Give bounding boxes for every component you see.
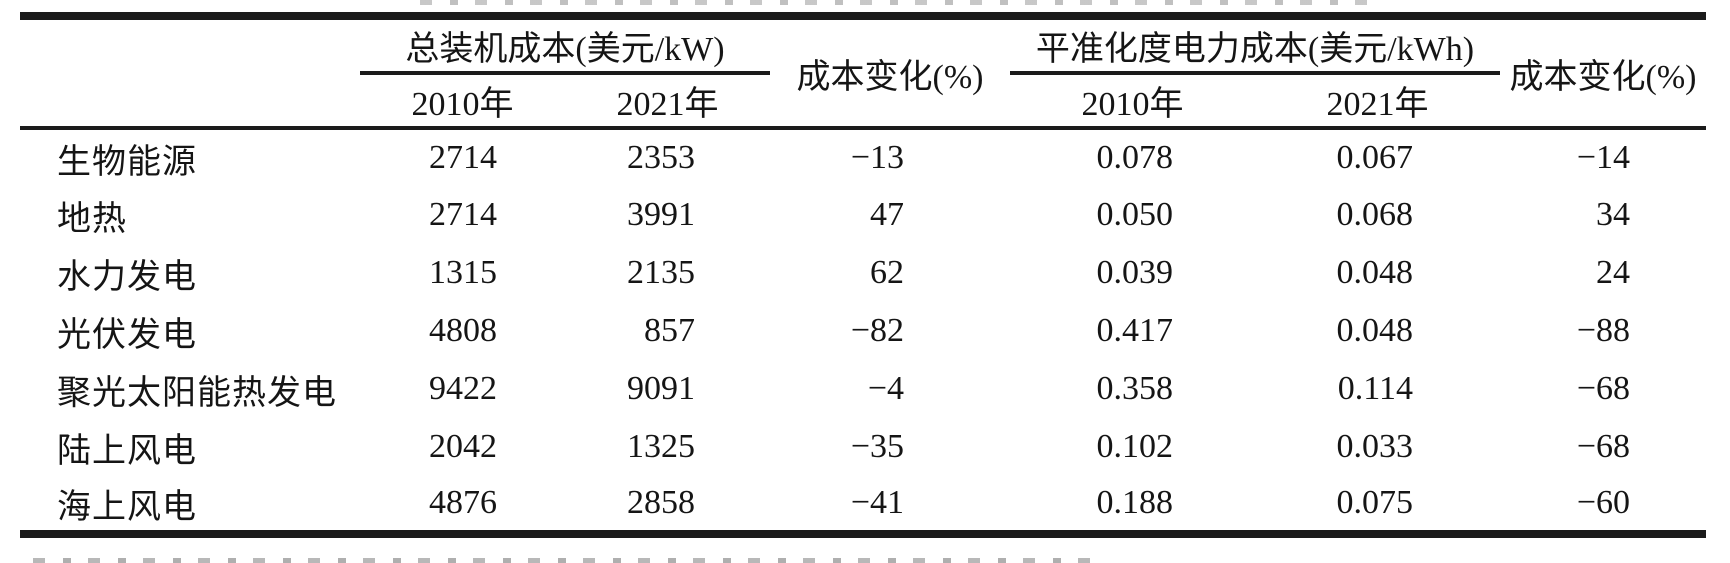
header-group-row: 总装机成本(美元/kW) 成本变化(%) 平准化度电力成本(美元/kWh) 成本…	[20, 16, 1706, 130]
cell-lcoe-2021: 0.075	[1336, 484, 1414, 521]
cell-install-change: −41	[850, 484, 904, 521]
cell-lcoe-2021: 0.068	[1336, 196, 1414, 233]
table-row-onshore-wind: 陆上风电 2042 1325 −35 0.102 0.033 −68	[20, 418, 1706, 476]
row-label: 陆上风电	[57, 432, 197, 470]
cell-lcoe-2010: 0.417	[1096, 312, 1174, 349]
header-lcoe-group: 平准化度电力成本(美元/kWh)	[1010, 16, 1500, 75]
cell-install-2010: 2042	[429, 428, 497, 465]
header-lcoe-cost-change: 成本变化(%)	[1500, 16, 1706, 130]
cell-lcoe-change: 24	[1596, 254, 1630, 291]
cell-install-2010: 9422	[429, 370, 497, 407]
header-lcoe-2010: 2010年	[1010, 73, 1255, 130]
cell-install-change: −35	[850, 428, 904, 465]
cropped-text-fragment-top	[420, 0, 1380, 5]
cell-install-change: −4	[867, 370, 904, 407]
row-label: 光伏发电	[57, 316, 197, 354]
table-row-solar-pv: 光伏发电 4808 857 −82 0.417 0.048 −88	[20, 302, 1706, 360]
cell-install-2010: 2714	[429, 139, 497, 176]
cell-lcoe-2010: 0.050	[1096, 196, 1174, 233]
cell-lcoe-2010: 0.039	[1096, 254, 1174, 291]
cell-lcoe-2010: 0.102	[1096, 428, 1174, 465]
header-lcoe-2021: 2021年	[1255, 73, 1500, 130]
row-label: 地热	[57, 200, 127, 238]
cell-install-change: 62	[870, 254, 904, 291]
cell-install-change: −82	[850, 312, 904, 349]
cell-lcoe-2010: 0.358	[1096, 370, 1174, 407]
cropped-text-fragment-bottom	[33, 558, 1108, 563]
cell-install-2021: 2858	[627, 484, 695, 521]
cost-table-wrapper: 总装机成本(美元/kW) 成本变化(%) 平准化度电力成本(美元/kWh) 成本…	[20, 12, 1706, 538]
row-label: 生物能源	[57, 143, 197, 181]
renewable-energy-cost-table: 总装机成本(美元/kW) 成本变化(%) 平准化度电力成本(美元/kWh) 成本…	[20, 12, 1706, 538]
cell-lcoe-change: −88	[1576, 312, 1630, 349]
cell-install-2010: 2714	[429, 196, 497, 233]
cell-install-2010: 1315	[429, 254, 497, 291]
cell-lcoe-2021: 0.067	[1336, 139, 1414, 176]
row-label: 聚光太阳能热发电	[57, 374, 337, 412]
row-label: 水力发电	[57, 258, 197, 296]
cell-install-change: 47	[870, 196, 904, 233]
cell-lcoe-2021: 0.048	[1336, 312, 1414, 349]
table-row-offshore-wind: 海上风电 4876 2858 −41 0.188 0.075 −60	[20, 476, 1706, 534]
header-corner-empty	[20, 16, 360, 130]
cell-lcoe-change: −68	[1576, 428, 1630, 465]
cell-lcoe-change: 34	[1596, 196, 1630, 233]
cell-install-2021: 857	[644, 312, 695, 349]
cell-lcoe-2021: 0.033	[1336, 428, 1414, 465]
header-install-2021: 2021年	[565, 73, 770, 130]
cell-lcoe-change: −68	[1576, 370, 1630, 407]
cell-install-2021: 9091	[627, 370, 695, 407]
cell-lcoe-change: −14	[1576, 139, 1630, 176]
header-install-cost-change: 成本变化(%)	[770, 16, 1010, 130]
cell-install-2010: 4876	[429, 484, 497, 521]
cell-lcoe-2010: 0.188	[1096, 484, 1174, 521]
header-install-2010: 2010年	[360, 73, 565, 130]
table-row-csp: 聚光太阳能热发电 9422 9091 −4 0.358 0.114 −68	[20, 360, 1706, 418]
table-row-geothermal: 地热 2714 3991 47 0.050 0.068 34	[20, 186, 1706, 244]
table-row-hydro: 水力发电 1315 2135 62 0.039 0.048 24	[20, 244, 1706, 302]
cell-install-2021: 1325	[627, 428, 695, 465]
cell-lcoe-change: −60	[1576, 484, 1630, 521]
table-row-bioenergy: 生物能源 2714 2353 −13 0.078 0.067 −14	[20, 128, 1706, 186]
cell-install-2021: 3991	[627, 196, 695, 233]
cell-lcoe-2021: 0.114	[1337, 370, 1413, 407]
cell-install-2010: 4808	[429, 312, 497, 349]
cell-install-2021: 2353	[627, 139, 695, 176]
cell-lcoe-2010: 0.078	[1096, 139, 1174, 176]
header-installed-cost-group: 总装机成本(美元/kW)	[360, 16, 770, 75]
row-label: 海上风电	[57, 488, 197, 526]
cell-install-2021: 2135	[627, 254, 695, 291]
cell-lcoe-2021: 0.048	[1336, 254, 1414, 291]
header-year-row: 2010年 2021年 2010年 2021年	[20, 73, 1706, 130]
cell-install-change: −13	[850, 139, 904, 176]
